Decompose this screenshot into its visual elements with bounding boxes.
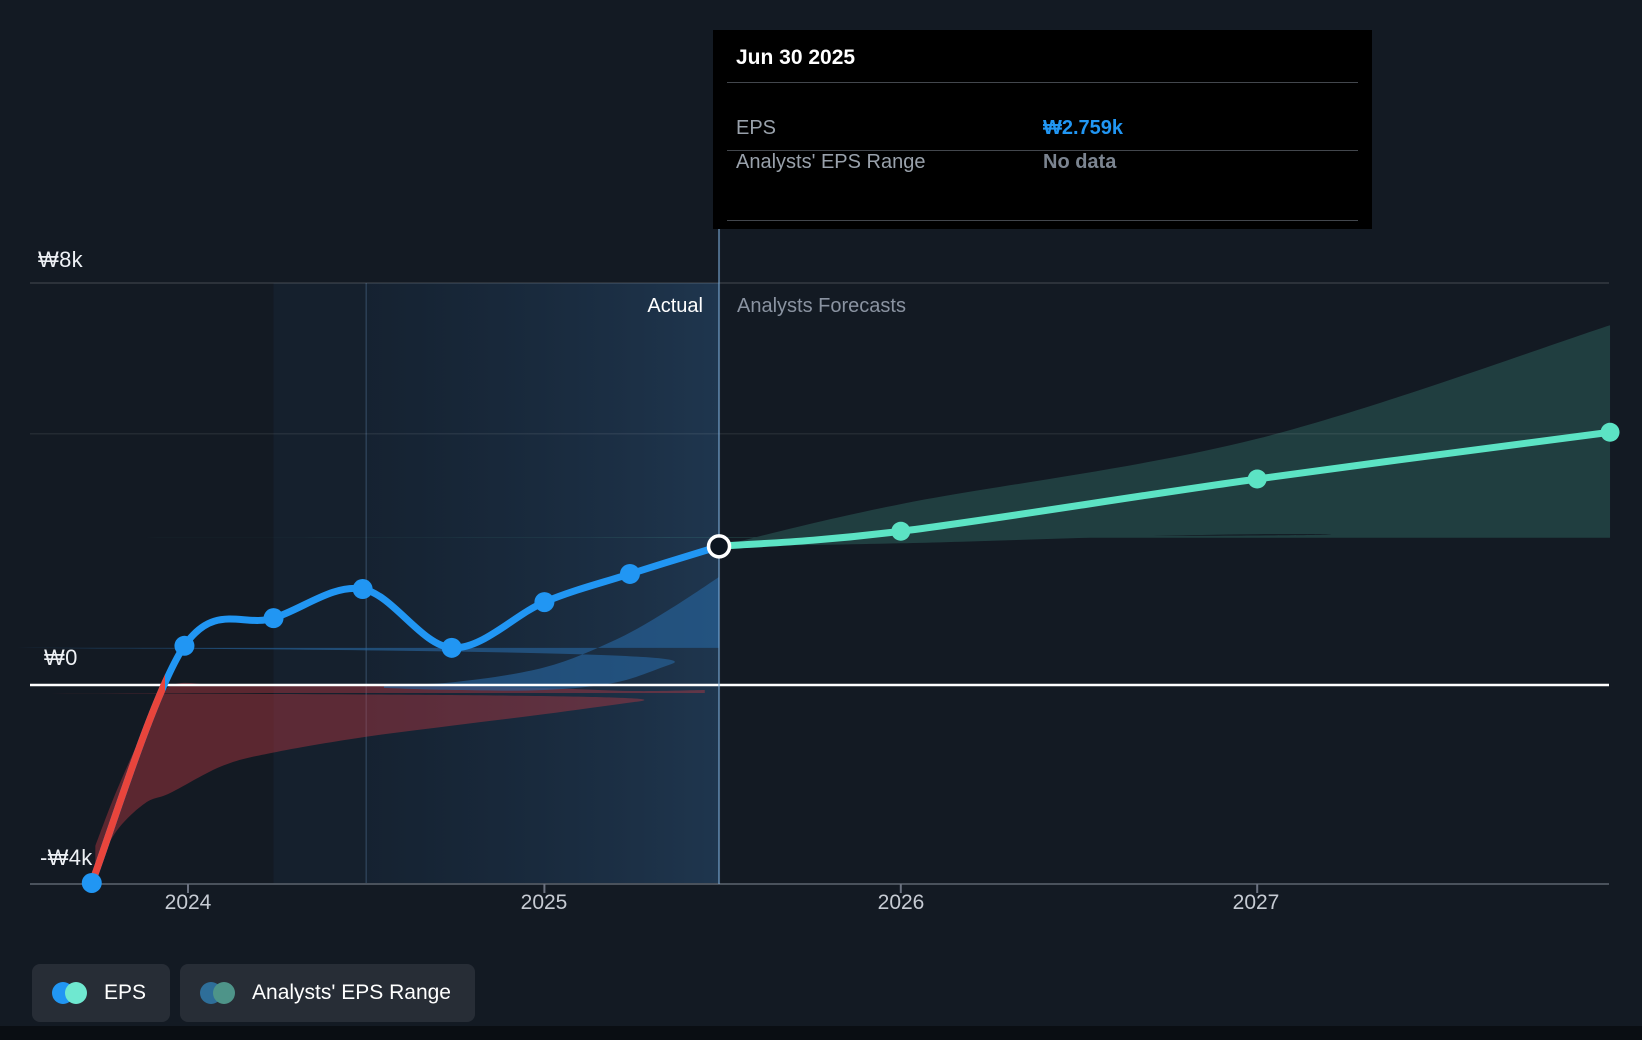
x-axis-label-2026: 2026 — [877, 891, 925, 914]
highlight-band — [366, 283, 720, 884]
eps-legend-dots-icon — [52, 982, 87, 1004]
legend-eps-range-label: Analysts' EPS Range — [252, 981, 451, 1004]
tooltip-divider — [727, 220, 1358, 221]
forecast-region-label: Analysts Forecasts — [737, 295, 906, 317]
forecast-eps-range-band — [0, 325, 1611, 547]
tooltip-divider — [727, 150, 1358, 151]
eps-selected-point[interactable] — [706, 534, 732, 559]
eps-range-legend-dots-icon — [200, 982, 236, 1004]
y-axis-label-0: ₩0 — [44, 645, 78, 670]
eps-actual-point[interactable] — [534, 592, 555, 613]
chart-legend: EPS Analysts' EPS Range — [32, 964, 475, 1022]
tooltip-range-value: No data — [1043, 151, 1117, 173]
tooltip-eps-value: ₩2.759k — [1043, 117, 1124, 139]
footer-strip — [0, 1026, 1642, 1040]
tooltip-date: Jun 30 2025 — [736, 46, 856, 69]
actual-region-label: Actual — [647, 295, 703, 317]
tooltip-range-label: Analysts' EPS Range — [736, 151, 926, 173]
eps-actual-point[interactable] — [81, 872, 102, 893]
legend-eps-toggle[interactable]: EPS — [32, 964, 171, 1022]
y-axis-label-8k: ₩8k — [38, 247, 83, 272]
eps-forecast-point[interactable] — [891, 521, 911, 541]
tooltip-divider — [727, 82, 1358, 83]
eps-actual-point[interactable] — [352, 579, 373, 600]
eps-actual-point[interactable] — [263, 608, 284, 629]
eps-forecast-line — [715, 428, 1614, 550]
eps-actual-point[interactable] — [441, 637, 462, 658]
eps-actual-point[interactable] — [619, 563, 640, 584]
eps-forecast-point[interactable] — [1247, 469, 1267, 489]
past-loss-range-band — [0, 682, 705, 871]
legend-eps-label: EPS — [104, 981, 147, 1004]
pre-highlight-band — [273, 283, 367, 884]
eps-actual-point[interactable] — [174, 635, 195, 656]
y-axis-label-neg4k: -₩4k — [40, 845, 93, 870]
x-axis-label-2025: 2025 — [520, 891, 568, 914]
tooltip-eps-label: EPS — [736, 117, 777, 139]
eps-forecast-point[interactable] — [1600, 422, 1620, 442]
x-axis-label-2027: 2027 — [1232, 891, 1280, 914]
x-axis-label-2024: 2024 — [164, 891, 212, 914]
legend-eps-range-toggle[interactable]: Analysts' EPS Range — [180, 964, 475, 1022]
eps-actual-line — [88, 542, 723, 887]
chart-tooltip: Jun 30 2025 EPS ₩2.759k Analysts' EPS Ra… — [713, 30, 1372, 229]
